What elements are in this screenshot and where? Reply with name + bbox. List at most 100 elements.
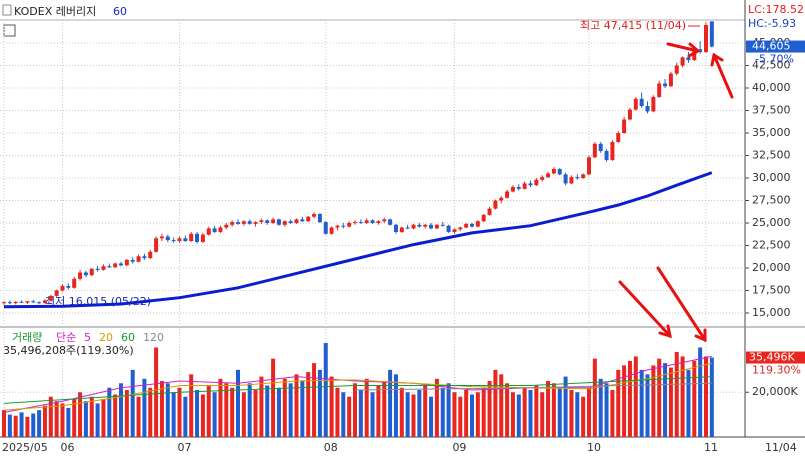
volume-bar bbox=[510, 392, 515, 437]
volume-bar bbox=[101, 398, 106, 437]
volume-bar bbox=[709, 357, 714, 437]
candle-body bbox=[522, 183, 527, 189]
volume-title: 거래량 bbox=[12, 331, 42, 344]
candle-body bbox=[317, 214, 322, 223]
y-tick-label: 35,000 bbox=[752, 126, 791, 139]
volume-bar bbox=[651, 365, 656, 437]
candle-body bbox=[704, 25, 708, 53]
volume-bar bbox=[388, 369, 393, 437]
candle-body bbox=[341, 225, 346, 227]
candle-body bbox=[37, 302, 42, 304]
candle-body bbox=[294, 219, 299, 224]
volume-bar bbox=[271, 358, 276, 437]
volume-bar bbox=[423, 385, 428, 437]
candle-body bbox=[470, 223, 474, 227]
candle-body bbox=[42, 300, 47, 304]
volume-bar bbox=[464, 390, 469, 437]
candle-body bbox=[60, 286, 65, 291]
volume-bar bbox=[704, 356, 708, 437]
candle-body bbox=[452, 229, 457, 233]
y-tick-label: 17,500 bbox=[752, 284, 791, 297]
volume-bar bbox=[668, 367, 673, 437]
candle-body bbox=[610, 142, 615, 161]
volume-bar bbox=[499, 374, 504, 437]
candle-body bbox=[604, 151, 609, 161]
volume-bar bbox=[598, 378, 603, 437]
volume-bar bbox=[282, 378, 287, 437]
candle-body bbox=[622, 119, 627, 134]
candle-body bbox=[189, 233, 194, 242]
volume-bar bbox=[581, 396, 586, 437]
volume-bar bbox=[241, 392, 246, 437]
x-tick-label: 09 bbox=[452, 441, 466, 454]
candle-body bbox=[230, 222, 235, 225]
candle-body bbox=[651, 97, 656, 112]
candle-body bbox=[569, 177, 574, 184]
y-tick-label: 30,000 bbox=[752, 171, 791, 184]
volume-bar bbox=[686, 369, 691, 437]
candle-body bbox=[429, 224, 434, 229]
candle-body bbox=[382, 219, 387, 222]
candle-body bbox=[633, 98, 638, 110]
volume-bar bbox=[592, 358, 597, 437]
candle-body bbox=[48, 295, 53, 301]
volume-bar bbox=[575, 392, 580, 437]
last-volume: 35,496K bbox=[749, 351, 795, 364]
volume-bar bbox=[312, 363, 317, 437]
candle-body bbox=[388, 219, 393, 225]
legend-entry: 60 bbox=[113, 5, 127, 18]
volume-bar bbox=[546, 381, 551, 437]
candle-body bbox=[247, 221, 252, 224]
volume-bar bbox=[7, 414, 12, 437]
volume-bar bbox=[230, 387, 235, 437]
volume-bar bbox=[130, 369, 135, 437]
y-tick-label: 40,000 bbox=[752, 81, 791, 94]
candle-body bbox=[183, 238, 188, 242]
candle-body bbox=[399, 227, 404, 233]
candle-body bbox=[312, 214, 317, 217]
candle-body bbox=[159, 236, 164, 239]
candle-body bbox=[668, 73, 673, 87]
volume-bar bbox=[2, 410, 6, 437]
candle-body bbox=[446, 225, 451, 233]
candle-body bbox=[282, 221, 287, 225]
volume-bar bbox=[218, 378, 223, 437]
candle-body bbox=[136, 256, 141, 262]
volume-bar bbox=[148, 387, 153, 437]
candle-body bbox=[663, 83, 668, 87]
candle-body bbox=[686, 57, 691, 61]
volume-bar bbox=[475, 392, 480, 437]
volume-bar bbox=[212, 392, 217, 437]
candle-body bbox=[119, 263, 123, 266]
candle-body bbox=[165, 236, 170, 241]
candle-body bbox=[212, 228, 217, 233]
volume-bar bbox=[37, 410, 42, 437]
candle-body bbox=[358, 222, 363, 224]
chart-title: KODEX 레버리지 bbox=[14, 5, 96, 18]
volume-bar bbox=[224, 383, 229, 437]
volume-bar bbox=[294, 374, 299, 437]
candle-body bbox=[563, 174, 568, 184]
candle-body bbox=[546, 173, 551, 178]
x-tick-label: 11 bbox=[704, 441, 718, 454]
candle-body bbox=[25, 301, 30, 303]
candle-body bbox=[31, 301, 36, 303]
candle-body bbox=[534, 179, 539, 186]
table-icon bbox=[3, 24, 16, 37]
candle-body bbox=[458, 227, 463, 230]
candle-body bbox=[130, 259, 135, 262]
candle-body bbox=[575, 177, 580, 179]
candle-body bbox=[587, 157, 591, 175]
hc-label: HC:-5.93 bbox=[748, 17, 796, 30]
annotation-arrows bbox=[618, 42, 734, 343]
candle-body bbox=[405, 227, 410, 229]
candle-body bbox=[423, 224, 428, 227]
volume-bar bbox=[364, 378, 369, 437]
candle-body bbox=[376, 221, 381, 224]
candle-body bbox=[54, 290, 59, 296]
volume-bar bbox=[165, 383, 170, 437]
volume-bar bbox=[393, 374, 398, 437]
volume-bar bbox=[627, 360, 632, 437]
candle-body bbox=[288, 221, 293, 224]
